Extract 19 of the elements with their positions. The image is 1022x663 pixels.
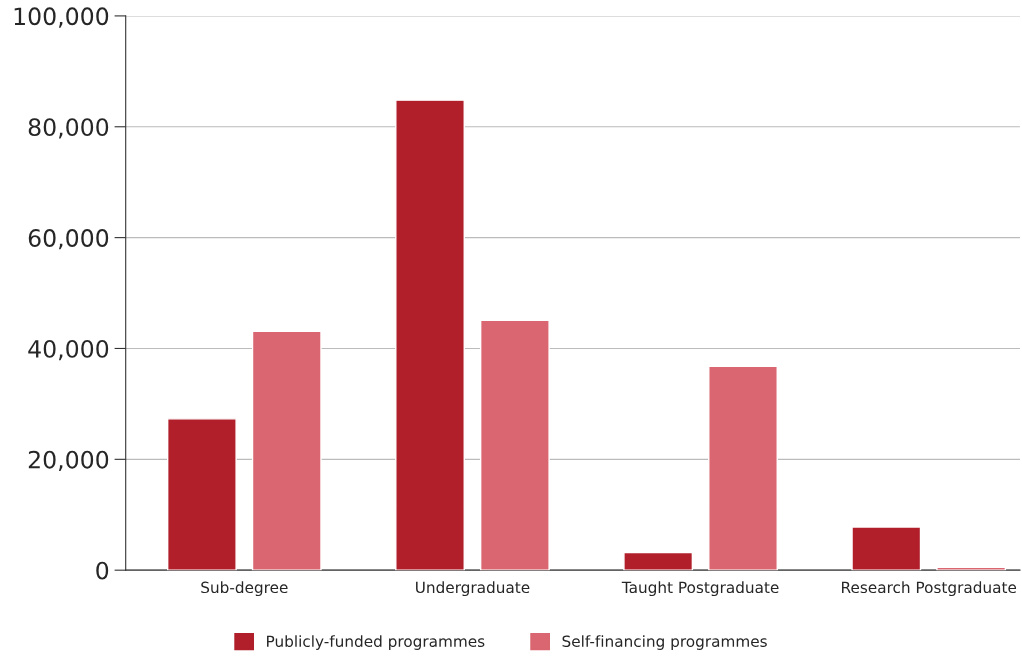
- y-tick-label: 40,000: [28, 339, 109, 361]
- legend-label: Self-financing programmes: [562, 635, 767, 650]
- y-tick-label: 100,000: [14, 7, 109, 28]
- y-tick-label: 0: [96, 561, 109, 580]
- legend-label: Publicly-funded programmes: [267, 635, 485, 650]
- bar: [479, 319, 550, 571]
- bar: [251, 330, 322, 571]
- bar: [623, 551, 694, 571]
- y-tick-label: 60,000: [28, 229, 109, 250]
- y-tick-label: 20,000: [28, 450, 109, 472]
- y-tick-label: 80,000: [28, 118, 109, 139]
- x-tick-label: Taught Postgraduate: [621, 581, 779, 597]
- x-tick-label: Research Postgraduate: [842, 581, 1017, 597]
- bar: [851, 526, 922, 571]
- bar: [708, 365, 778, 571]
- x-tick-label: Undergraduate: [416, 581, 530, 597]
- x-tick-label: Sub-degree: [201, 581, 288, 597]
- bar: [166, 418, 237, 571]
- bar: [395, 99, 465, 571]
